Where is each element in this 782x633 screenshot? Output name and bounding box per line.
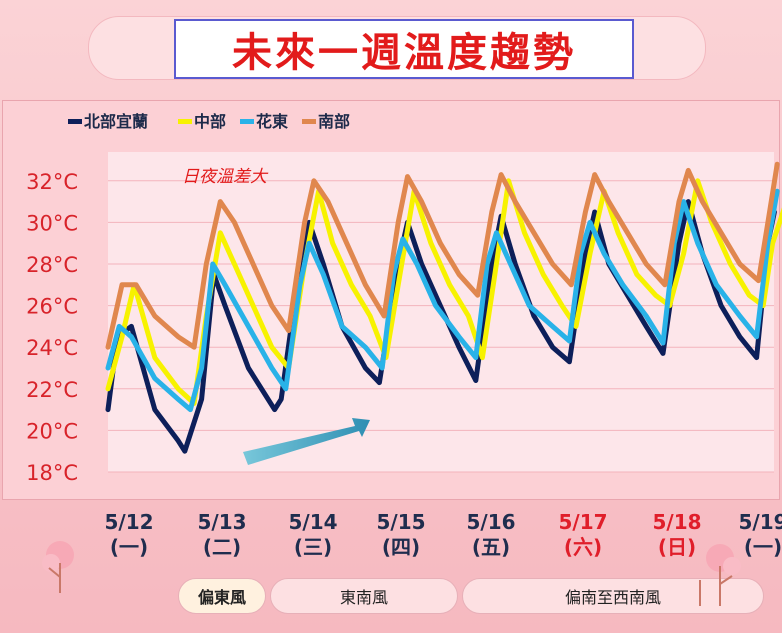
x-tick-date: 5/18 (日) — [647, 510, 707, 560]
weekday-label: (三) — [293, 535, 333, 559]
trend-arrow — [243, 418, 370, 465]
series-line-3 — [105, 188, 780, 413]
y-tick-label: 26°C — [26, 295, 78, 319]
y-tick-label: 32°C — [26, 170, 78, 194]
wind-label: 偏東風 — [197, 588, 246, 607]
series-line-2 — [105, 178, 782, 406]
y-tick-label: 28°C — [26, 253, 78, 277]
y-tick-label: 24°C — [26, 336, 78, 360]
weekday-label: (五) — [471, 535, 511, 559]
date-label: 5/14 — [288, 510, 338, 534]
x-tick-date: 5/13 (二) — [192, 510, 252, 560]
legend-swatch — [302, 119, 316, 124]
date-label: 5/16 — [466, 510, 516, 534]
weekday-label: (一) — [743, 535, 782, 559]
wind-pill-1: 偏東風 — [178, 578, 266, 614]
chart-title: 未來一週溫度趨勢 — [232, 30, 576, 76]
legend-swatch — [178, 119, 192, 124]
series-line-4 — [105, 161, 780, 350]
annotation-label: 日夜溫差大 — [182, 167, 269, 187]
legend-label: 花東 — [256, 112, 288, 131]
weekday-label: (一) — [109, 535, 149, 559]
x-tick-date: 5/19 (一) — [733, 510, 782, 560]
y-tick-label: 30°C — [26, 211, 78, 235]
wind-label: 東南風 — [339, 588, 388, 607]
y-tick-label: 18°C — [26, 461, 78, 485]
date-label: 5/15 — [376, 510, 426, 534]
title-box: 未來一週溫度趨勢 — [174, 19, 634, 79]
date-label: 5/19 — [738, 510, 782, 534]
legend-swatch — [240, 119, 254, 124]
x-tick-date: 5/14 (三) — [283, 510, 343, 560]
x-tick-date: 5/15 (四) — [371, 510, 431, 560]
x-tick-date: 5/16 (五) — [461, 510, 521, 560]
date-label: 5/17 — [558, 510, 608, 534]
legend-label: 南部 — [318, 112, 350, 131]
weekday-label: (六) — [563, 535, 603, 559]
wind-label: 偏南至西南風 — [564, 588, 661, 607]
date-label: 5/18 — [652, 510, 702, 534]
legend-label: 中部 — [194, 112, 226, 131]
legend-label: 北部宜蘭 — [84, 112, 148, 131]
y-tick-label: 20°C — [26, 419, 78, 443]
weekday-label: (二) — [202, 535, 242, 559]
tree-right-icon — [699, 544, 741, 606]
tree-left-icon — [42, 541, 74, 593]
weekday-label: (日) — [657, 535, 697, 559]
date-label: 5/12 — [104, 510, 154, 534]
wind-pill-3: 偏南至西南風 — [462, 578, 764, 614]
y-tick-label: 22°C — [26, 378, 78, 402]
date-label: 5/13 — [197, 510, 247, 534]
trend-arrow-shape — [243, 418, 370, 465]
x-tick-date: 5/12 (一) — [99, 510, 159, 560]
x-tick-date: 5/17 (六) — [553, 510, 613, 560]
legend-swatch — [68, 119, 82, 124]
wind-pill-2: 東南風 — [270, 578, 458, 614]
weekday-label: (四) — [381, 535, 421, 559]
